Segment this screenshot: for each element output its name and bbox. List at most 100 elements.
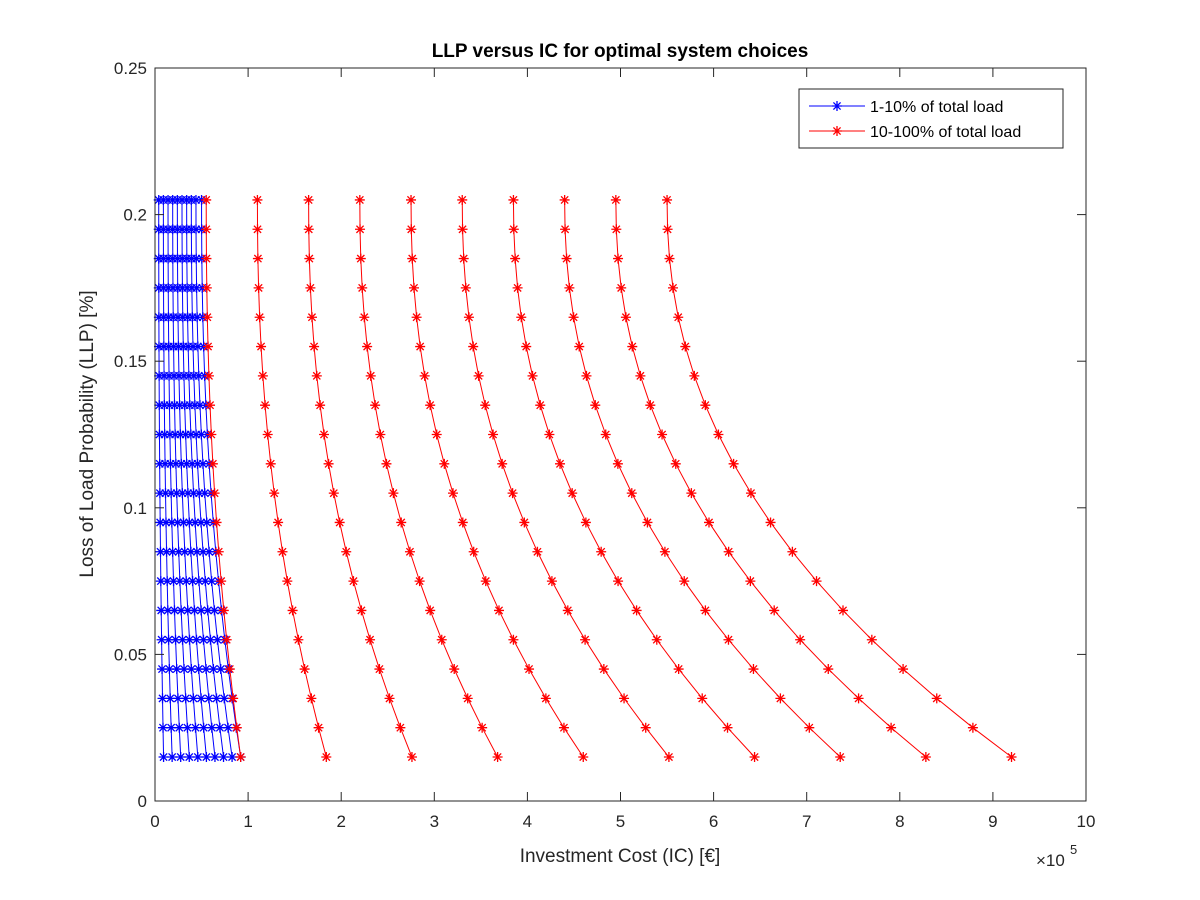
series-1-curve-5-point-5 — [184, 634, 195, 645]
series-2-curve-1-point-15 — [203, 341, 214, 352]
series-1-curve-9-point-6 — [209, 605, 220, 616]
series-1-curve-2-point-3 — [165, 693, 176, 704]
series-2-curve-10-point-8 — [787, 546, 798, 557]
series-2-curve-8-point-12 — [600, 429, 611, 440]
series-1-curve-9-point-19 — [191, 224, 202, 235]
series-2-curve-2-point-3 — [306, 693, 317, 704]
series-2-curve-2-point-15 — [256, 341, 267, 352]
series-1-curve-3-point-9 — [166, 517, 177, 528]
series-1-curve-1-point-11 — [154, 458, 165, 469]
series-1-curve-2-point-10 — [160, 488, 171, 499]
series-2-curve-2-point-2 — [313, 722, 324, 733]
x-exponent-power: 5 — [1070, 842, 1077, 857]
series-2-curve-4-point-20 — [354, 194, 365, 205]
series-1-curve-4-point-12 — [170, 429, 181, 440]
series-1-curve-3-point-12 — [164, 429, 175, 440]
series-1-curve-3-point-1 — [175, 752, 186, 763]
series-1-curve-9-point-11 — [197, 458, 208, 469]
series-2-curve-4-point-8 — [404, 546, 415, 557]
series-1-curve-7-point-7 — [193, 576, 204, 587]
series-2-curve-8-point-9 — [642, 517, 653, 528]
series-2-curve-1-point-20 — [201, 194, 212, 205]
series-2-curve-6-point-15 — [468, 341, 479, 352]
series-1-curve-1-point-2 — [158, 722, 169, 733]
series-1-curve-6-point-6 — [189, 605, 200, 616]
series-1-curve-6-point-11 — [181, 458, 192, 469]
series-1-curve-7-point-12 — [185, 429, 196, 440]
series-1-curve-3-point-4 — [171, 664, 182, 675]
plot-area — [155, 68, 1086, 801]
series-1-curve-3-point-5 — [170, 634, 181, 645]
series-1-curve-9-point-12 — [196, 429, 207, 440]
series-2-curve-4-point-17 — [357, 282, 368, 293]
series-2-curve-2-point-7 — [282, 576, 293, 587]
series-2-curve-5-point-1 — [578, 752, 589, 763]
series-1-curve-5-point-1 — [192, 752, 203, 763]
series-1-curve-8-point-3 — [211, 693, 222, 704]
series-2-curve-9-point-14 — [635, 370, 646, 381]
series-2-curve-4-point-15 — [362, 341, 373, 352]
series-1-curve-1-point-3 — [157, 693, 168, 704]
series-1-curve-7-point-8 — [191, 546, 202, 557]
series-2-curve-10-point-19 — [662, 224, 673, 235]
series-2-curve-10-point-12 — [713, 429, 724, 440]
series-1-curve-9-point-9 — [201, 517, 212, 528]
series-2-curve-6-point-11 — [497, 458, 508, 469]
series-2-curve-10-point-7 — [811, 576, 822, 587]
series-2-curve-6-point-19 — [457, 224, 468, 235]
series-2-curve-7-point-9 — [580, 517, 591, 528]
series-2-curve-4-point-13 — [370, 400, 381, 411]
series-1-curve-2-point-7 — [162, 576, 173, 587]
series-2-curve-7-point-15 — [521, 341, 532, 352]
series-1-curve-9-point-7 — [206, 576, 217, 587]
series-1-curve-6-point-13 — [179, 400, 190, 411]
series-2-curve-10-point-1 — [1006, 752, 1017, 763]
series-2-curve-10-point-3 — [931, 693, 942, 704]
series-2-curve-8-point-20 — [559, 194, 570, 205]
series-2-curve-7-point-7 — [613, 576, 624, 587]
series-1-curve-4-point-6 — [176, 605, 187, 616]
series-1-curve-1-point-8 — [155, 546, 166, 557]
series-1-curve-4-point-7 — [174, 576, 185, 587]
series-1-curve-8-point-11 — [192, 458, 203, 469]
series-1-curve-8-point-2 — [214, 722, 225, 733]
series-2-curve-8-point-13 — [590, 400, 601, 411]
series-2-curve-6-point-17 — [460, 282, 471, 293]
series-1-curve-1-point-5 — [156, 634, 167, 645]
series-2-curve-2-point-5 — [293, 634, 304, 645]
series-2-curve-2-point-11 — [265, 458, 276, 469]
series-2-curve-7-point-18 — [510, 253, 521, 264]
series-2-curve-1-point-10 — [209, 488, 220, 499]
series-2-curve-8-point-18 — [561, 253, 572, 264]
series-2-curve-8-point-7 — [679, 576, 690, 587]
series-2-curve-4-point-16 — [359, 312, 370, 323]
series-2-curve-6-point-20 — [457, 194, 468, 205]
series-1-curve-8-point-13 — [189, 400, 200, 411]
series-2-curve-9-point-3 — [853, 693, 864, 704]
series-1-curve-1-point-1 — [158, 752, 169, 763]
series-2-curve-2-point-8 — [277, 546, 288, 557]
series-1-curve-9-point-15 — [192, 341, 203, 352]
series-2-curve-7-point-2 — [722, 722, 733, 733]
series-2-curve-3-point-6 — [356, 605, 367, 616]
series-1-curve-1-point-12 — [154, 429, 165, 440]
series-2-curve-7-point-6 — [631, 605, 642, 616]
series-2-curve-3-point-20 — [303, 194, 314, 205]
series-1-curve-4-point-10 — [171, 488, 182, 499]
y-tick-label: 0 — [138, 792, 147, 811]
series-1-curve-9-point-13 — [194, 400, 205, 411]
series-1-curve-9-point-10 — [199, 488, 210, 499]
series-2-curve-1-point-1 — [235, 752, 246, 763]
series-2-curve-3-point-12 — [319, 429, 330, 440]
series-2-curve-8 — [564, 199, 841, 758]
series-1-curve-3-point-10 — [166, 488, 177, 499]
series-1-curve-4-point-13 — [169, 400, 180, 411]
series-2-curve-1-point-13 — [205, 400, 216, 411]
series-1-curve-3-point-13 — [164, 400, 175, 411]
series-2-curve-3-point-3 — [384, 693, 395, 704]
series-1-curve-4-point-4 — [179, 664, 190, 675]
x-exponent-base: ×10 — [1036, 851, 1065, 870]
series-1-curve-9-point-18 — [191, 253, 202, 264]
series-2-curve-9 — [615, 199, 927, 758]
series-2-curve-5-point-3 — [540, 693, 551, 704]
